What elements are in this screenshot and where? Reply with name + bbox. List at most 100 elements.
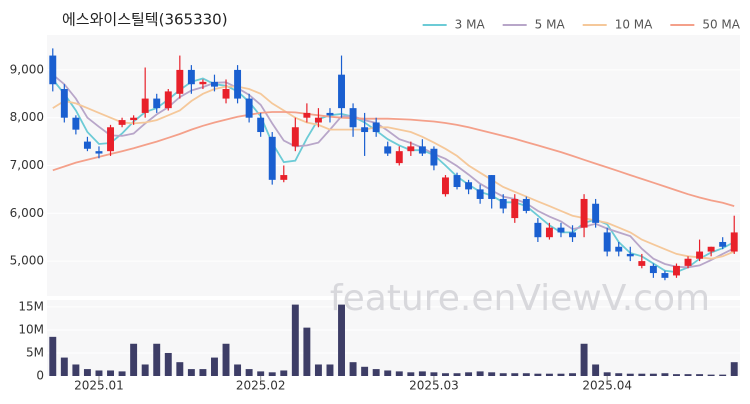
candle-body xyxy=(442,177,449,195)
x-tick-label: 2025.04 xyxy=(582,379,632,393)
x-tick-label: 2025.01 xyxy=(74,379,124,393)
watermark: feature.enViewV.com xyxy=(330,278,710,319)
candle-body xyxy=(176,69,184,94)
volume-bar xyxy=(707,374,715,376)
volume-bar xyxy=(303,327,311,376)
y-tick-label: 7,000 xyxy=(10,158,44,172)
candle-body xyxy=(314,117,322,123)
candle-body xyxy=(384,146,392,154)
volume-bar xyxy=(407,372,415,376)
volume-bar xyxy=(326,364,334,376)
volume-bar xyxy=(60,357,68,376)
candle-body xyxy=(696,251,704,259)
candle-body xyxy=(684,258,692,266)
candle-body xyxy=(338,74,345,109)
candle-body xyxy=(661,273,669,278)
y-tick-label: 5,000 xyxy=(10,254,44,268)
candle-body xyxy=(211,81,218,87)
volume-bar xyxy=(234,364,242,376)
candle-body xyxy=(349,108,357,128)
candle-body xyxy=(83,141,91,149)
candle-body xyxy=(49,55,57,85)
volume-bar xyxy=(153,343,161,376)
volume-bar xyxy=(569,373,576,376)
candle-body xyxy=(395,151,403,164)
candle-body xyxy=(95,151,103,154)
volume-bar xyxy=(141,364,149,376)
volume-bar xyxy=(83,369,91,376)
legend-label: 10 MA xyxy=(615,18,653,32)
volume-bar xyxy=(384,370,392,376)
candle-body xyxy=(545,227,553,238)
y-tick-label: 8,000 xyxy=(10,110,44,124)
candle-body xyxy=(245,98,253,118)
candle-body xyxy=(638,261,646,266)
candle-body xyxy=(673,265,680,276)
volume-bar xyxy=(638,373,646,376)
y-tick-label: 9,000 xyxy=(10,62,44,76)
ma-line xyxy=(52,85,735,260)
volume-bar xyxy=(107,370,114,376)
candle-body xyxy=(522,198,530,211)
volume-bar xyxy=(268,372,276,376)
volume-bar xyxy=(361,366,369,376)
volume-bar xyxy=(696,374,704,376)
candle-body xyxy=(222,89,230,99)
candle-body xyxy=(534,222,542,238)
candle-body xyxy=(430,148,438,166)
candle-body xyxy=(234,69,242,99)
candle-body xyxy=(118,120,126,125)
volume-bar xyxy=(199,369,207,376)
candle-body xyxy=(707,246,715,252)
x-tick-label: 2025.02 xyxy=(236,379,286,393)
candle-body xyxy=(268,136,276,180)
volume-bar xyxy=(395,371,403,376)
candle-body xyxy=(199,81,207,85)
candle-body xyxy=(580,198,588,228)
volume-bar xyxy=(118,371,126,376)
volume-bar xyxy=(176,362,184,376)
candle-body xyxy=(453,175,461,188)
chart-title: 에스와이스틸텍(365330) xyxy=(62,11,228,29)
candle-body xyxy=(187,69,195,85)
candle-body xyxy=(72,117,80,130)
candle-body xyxy=(303,112,311,118)
volume-bar xyxy=(465,372,473,376)
volume-tick-label: 0 xyxy=(36,369,44,383)
candle-body xyxy=(291,127,299,147)
volume-bar xyxy=(545,373,553,376)
volume-bar xyxy=(257,371,265,376)
volume-bar xyxy=(95,370,103,376)
volume-bar xyxy=(349,362,357,376)
volume-bar xyxy=(222,343,230,376)
legend-label: 50 MA xyxy=(702,18,740,32)
volume-bar xyxy=(719,374,727,376)
volume-bar xyxy=(673,374,680,376)
volume-panel xyxy=(47,300,740,376)
legend-label: 5 MA xyxy=(535,18,566,32)
volume-bar xyxy=(72,364,80,376)
candle-body xyxy=(361,127,369,133)
volume-tick-label: 15M xyxy=(18,299,44,313)
candle-body xyxy=(164,91,172,109)
candle-body xyxy=(719,241,727,247)
volume-bar xyxy=(557,373,565,376)
candle-body xyxy=(60,89,68,118)
candle-body xyxy=(626,253,634,257)
volume-bar xyxy=(522,373,530,376)
volume-bar xyxy=(534,373,542,376)
volume-bar xyxy=(603,372,611,376)
volume-bar xyxy=(211,357,218,376)
candle-body xyxy=(407,146,415,152)
x-tick-label: 2025.03 xyxy=(409,379,459,393)
volume-bar xyxy=(430,372,438,376)
volume-bar xyxy=(314,364,322,376)
y-tick-label: 6,000 xyxy=(10,206,44,220)
candle-body xyxy=(130,117,138,121)
candle-body xyxy=(476,189,484,199)
volume-bar xyxy=(476,371,484,376)
candle-body xyxy=(615,246,623,252)
candle-body xyxy=(488,175,496,199)
volume-bar xyxy=(164,352,172,376)
